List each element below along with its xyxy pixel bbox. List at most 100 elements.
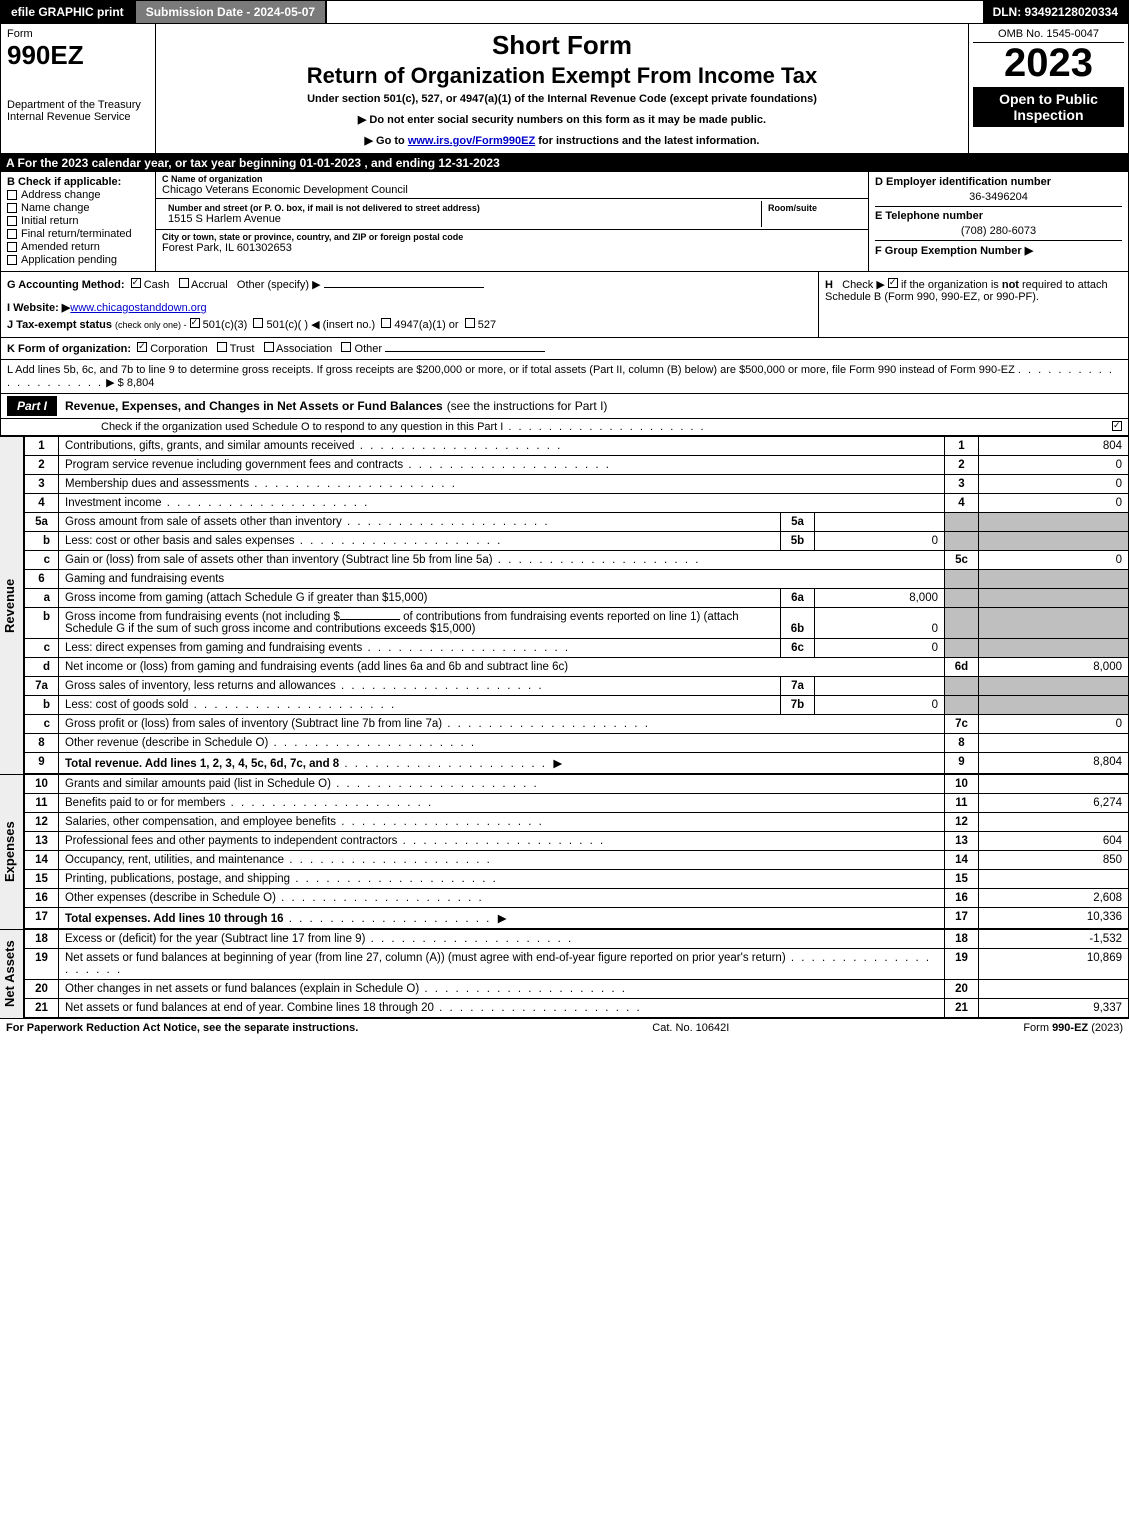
checkbox-schedule-b[interactable] [888,278,898,288]
checkbox-527[interactable] [465,318,475,328]
net-assets-table: 18Excess or (deficit) for the year (Subt… [24,929,1129,1018]
r14-desc: Occupancy, rent, utilities, and maintena… [59,851,945,870]
room-label: Room/suite [768,203,856,213]
r3-num: 3 [25,475,59,494]
r19-num: 19 [25,949,59,980]
checkbox-4947[interactable] [381,318,391,328]
department-label: Department of the Treasury Internal Reve… [7,99,149,123]
r2-val: 0 [979,456,1129,475]
expenses-table: 10Grants and similar amounts paid (list … [24,774,1129,929]
form-number: 990EZ [7,40,149,71]
r13-num: 13 [25,832,59,851]
checkbox-501c3[interactable] [190,318,200,328]
part1-title: Revenue, Expenses, and Changes in Net As… [65,399,443,413]
public-inspection-badge: Open to Public Inspection [973,87,1124,127]
expenses-section: Expenses 10Grants and similar amounts pa… [0,774,1129,929]
r10-val [979,775,1129,794]
checkbox-corporation[interactable] [137,342,147,352]
r15-val [979,870,1129,889]
r17-num: 17 [25,908,59,929]
r3-val: 0 [979,475,1129,494]
j-501c3: 501(c)(3) [203,319,248,331]
section-identity: B Check if applicable: Address change Na… [0,172,1129,272]
checkbox-trust[interactable] [217,342,227,352]
website-link[interactable]: www.chicagostanddown.org [70,302,206,314]
checkbox-name-change[interactable] [7,203,17,213]
r18-num: 18 [25,930,59,949]
checkbox-schedule-o[interactable] [1112,421,1122,431]
b-label: B Check if applicable: [7,176,149,188]
r20-val [979,980,1129,999]
city-label: City or town, state or province, country… [162,232,862,242]
line-g-accounting: G Accounting Method: Cash Accrual Other … [1,272,818,337]
r2-num: 2 [25,456,59,475]
r13-val: 604 [979,832,1129,851]
net-assets-section: Net Assets 18Excess or (deficit) for the… [0,929,1129,1018]
checkbox-other-org[interactable] [341,342,351,352]
r5b-rval [979,532,1129,551]
revenue-table: 1Contributions, gifts, grants, and simil… [24,436,1129,774]
checkbox-accrual[interactable] [179,278,189,288]
checkbox-application-pending[interactable] [7,255,17,265]
r7c-num: c [25,715,59,734]
r6c-desc: Less: direct expenses from gaming and fu… [59,639,780,657]
r16-val: 2,608 [979,889,1129,908]
opt-initial-return: Initial return [21,215,78,227]
r6b-mval: 0 [814,608,944,638]
r9-val: 8,804 [979,753,1129,774]
g-other-input[interactable] [324,287,484,288]
footer-paperwork: For Paperwork Reduction Act Notice, see … [6,1022,358,1034]
r5c-desc: Gain or (loss) from sale of assets other… [59,551,945,570]
header-left-block: Form 990EZ Department of the Treasury In… [1,24,156,153]
r16-num: 16 [25,889,59,908]
footer-catno: Cat. No. 10642I [652,1022,729,1034]
net-assets-side-label: Net Assets [0,929,24,1018]
line-k-org-form: K Form of organization: Corporation Trus… [0,338,1129,360]
r13-rnum: 13 [945,832,979,851]
r21-rnum: 21 [945,999,979,1018]
checkbox-address-change[interactable] [7,190,17,200]
j-label: J Tax-exempt status [7,319,112,331]
phone-value: (708) 280-6073 [875,222,1122,240]
l-arrow: ▶ $ [106,377,124,389]
r8-rnum: 8 [945,734,979,753]
r21-val: 9,337 [979,999,1129,1018]
r12-rnum: 12 [945,813,979,832]
org-address-block: C Name of organization Chicago Veterans … [156,172,868,271]
r10-desc: Grants and similar amounts paid (list in… [59,775,945,794]
d-ein-label: D Employer identification number [875,176,1122,188]
short-form-title: Short Form [162,30,962,61]
checkbox-cash[interactable] [131,278,141,288]
line-a-calendar-year: A For the 2023 calendar year, or tax yea… [0,154,1129,172]
r6d-desc: Net income or (loss) from gaming and fun… [59,658,945,677]
r6b-desc: Gross income from fundraising events (no… [59,608,780,638]
checkbox-final-return[interactable] [7,229,17,239]
r9-desc: Total revenue. Add lines 1, 2, 3, 4, 5c,… [59,753,945,774]
checkbox-initial-return[interactable] [7,216,17,226]
f-group-label: F Group Exemption Number ▶ [875,240,1122,257]
k-corp: Corporation [150,343,207,355]
checkbox-association[interactable] [264,342,274,352]
header-title-block: Short Form Return of Organization Exempt… [156,24,968,153]
r6-num: 6 [25,570,59,589]
r14-val: 850 [979,851,1129,870]
ein-phone-block: D Employer identification number 36-3496… [868,172,1128,271]
r6d-rnum: 6d [945,658,979,677]
irs-link[interactable]: www.irs.gov/Form990EZ [408,135,535,147]
checkbox-501c[interactable] [253,318,263,328]
instructions-link-line: ▶ Go to www.irs.gov/Form990EZ for instru… [162,134,962,147]
revenue-side-label: Revenue [0,436,24,774]
r12-desc: Salaries, other compensation, and employ… [59,813,945,832]
header-right-block: OMB No. 1545-0047 2023 Open to Public In… [968,24,1128,153]
checkbox-amended-return[interactable] [7,242,17,252]
k-other-input[interactable] [385,351,545,352]
ein-value: 36-3496204 [875,188,1122,206]
r19-val: 10,869 [979,949,1129,980]
r15-num: 15 [25,870,59,889]
r21-num: 21 [25,999,59,1018]
r2-desc: Program service revenue including govern… [59,456,945,475]
r5a-rnum [945,513,979,532]
efile-print-button[interactable]: efile GRAPHIC print [1,1,136,23]
r6b-amount-input[interactable] [340,619,400,620]
revenue-section: Revenue 1Contributions, gifts, grants, a… [0,436,1129,774]
